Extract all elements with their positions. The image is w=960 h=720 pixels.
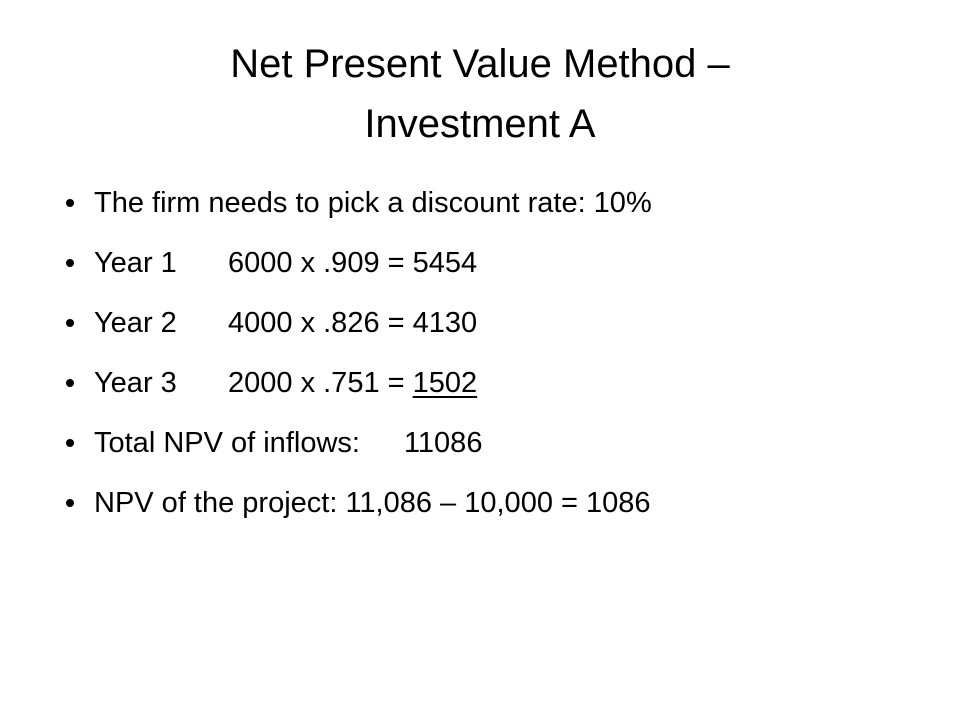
bullet-label: Total NPV of inflows:	[94, 427, 360, 459]
calculation: 2000 x .751 =	[228, 367, 405, 399]
slide-title: Net Present Value Method – Investment A	[0, 34, 960, 154]
calculation: 6000 x .909 =	[228, 247, 405, 279]
title-line: Net Present Value Method –	[230, 42, 730, 86]
bullet-item: Year 2 4000 x .826 = 4130	[66, 300, 934, 360]
bullet-label: Year 3	[94, 367, 177, 399]
calculation: 4000 x .826 =	[228, 307, 405, 339]
bullet-item: Year 3 2000 x .751 = 1502	[66, 360, 934, 420]
bullet-label: Year 2	[94, 307, 177, 339]
bullet-item: Total NPV of inflows: 11086	[66, 420, 934, 480]
title-line: Investment A	[364, 102, 596, 146]
bullet-text: The firm needs to pick a discount rate: …	[94, 187, 652, 219]
result: 1502	[412, 367, 478, 399]
bullet-text: NPV of the project: 11,086 – 10,000 = 10…	[94, 487, 651, 519]
result: 5454	[412, 247, 478, 279]
bullet-item: Year 1 6000 x .909 = 5454	[66, 240, 934, 300]
result: 4130	[412, 307, 478, 339]
bullet-item: NPV of the project: 11,086 – 10,000 = 10…	[66, 480, 934, 540]
bullet-list: The firm needs to pick a discount rate: …	[66, 180, 934, 540]
bullet-label: Year 1	[94, 247, 177, 279]
bullet-item: The firm needs to pick a discount rate: …	[66, 180, 934, 240]
result: 11086	[403, 427, 483, 459]
